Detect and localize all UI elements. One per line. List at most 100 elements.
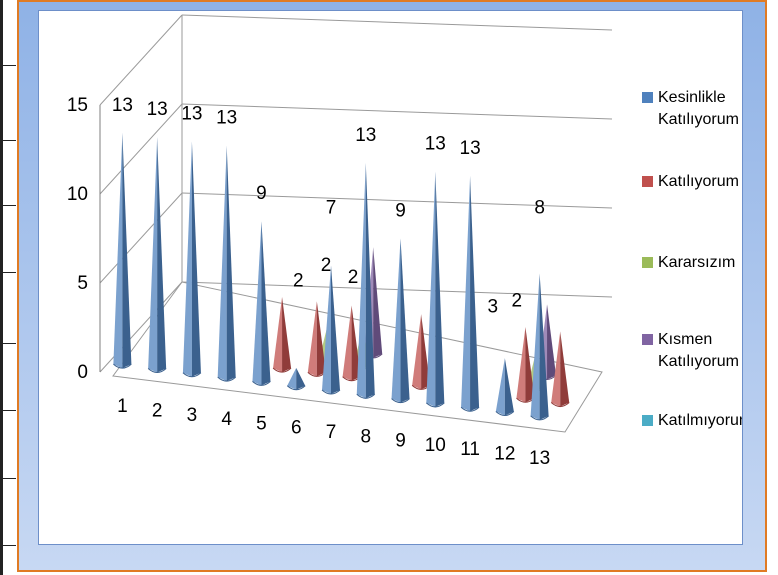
data-label: 3 (488, 296, 499, 317)
cone-1-5 (252, 221, 271, 386)
data-label: 8 (534, 197, 545, 218)
cone-face-dark (547, 304, 557, 380)
cone-face-dark (539, 273, 549, 420)
legend-item: Katılmıyorum (642, 412, 742, 429)
cone-face-dark (400, 238, 410, 403)
data-label: 7 (326, 197, 337, 218)
y-tick-label: 5 (77, 273, 88, 294)
x-tick-label: 10 (425, 435, 446, 456)
y-tick-label: 15 (67, 95, 88, 116)
cone-face-light (342, 305, 352, 381)
legend-swatch (642, 92, 653, 103)
cone-face-light (495, 358, 505, 416)
cone-2-12 (516, 327, 535, 403)
data-label: 9 (256, 183, 267, 204)
legend: Kesinlikle Katılıyorum Katılıyorum Kararsız… (642, 89, 742, 429)
y-tick-label: 0 (77, 362, 88, 383)
left-rule-tick (0, 410, 16, 411)
cone-base (147, 368, 167, 373)
cone-1-8 (356, 162, 376, 399)
legend-item: Kısmen Katılıyorum (642, 331, 739, 370)
gridline-side (99, 192, 183, 284)
cone-series (113, 132, 570, 421)
cone-base (356, 393, 376, 399)
x-tick-label: 11 (460, 439, 480, 460)
x-tick-label: 7 (326, 422, 337, 443)
cone-base (550, 402, 570, 408)
data-label: 13 (355, 125, 376, 146)
gridline-side (99, 103, 183, 195)
cone-1-12 (495, 358, 515, 417)
cone-face-dark (365, 162, 375, 399)
cone-face-dark (296, 367, 306, 390)
cone-1-6 (286, 367, 306, 391)
gridline-back (181, 103, 613, 120)
cone-face-dark (316, 301, 326, 377)
cone-1-4 (217, 145, 237, 382)
left-border-rule (0, 0, 3, 575)
cone-face-light (391, 238, 401, 403)
gridline-back (181, 281, 613, 298)
cone-face-dark (525, 327, 535, 403)
cone-2-6 (307, 301, 327, 377)
cone-face-dark (191, 141, 201, 377)
gridline-back (181, 192, 613, 209)
cone-base (495, 411, 515, 417)
cone-face-dark (560, 331, 570, 407)
x-axis-ticks: 1 2 3 4 5 6 7 8 9 10 11 12 13 (117, 396, 550, 469)
cone-face-dark (261, 221, 271, 386)
cone-face-light (273, 296, 283, 373)
cone-face-light (307, 301, 317, 377)
cone-face-dark (435, 171, 445, 407)
cone-face-light (252, 221, 262, 386)
cone-face-dark (331, 265, 340, 394)
legend-item: Kararsızım (642, 254, 735, 271)
cone-face-light (412, 314, 422, 390)
cone-face-dark (122, 132, 132, 369)
cone-face-light (217, 145, 227, 382)
cone-face-light (461, 175, 471, 412)
legend-item: Katılıyorum (642, 173, 739, 190)
x-tick-label: 3 (187, 405, 198, 426)
legend-label-line2: Katılıyorum (658, 353, 739, 370)
cone-face-dark (470, 175, 480, 412)
data-label: 13 (216, 108, 237, 129)
cone-face-light (516, 327, 526, 403)
cone-base (530, 415, 549, 421)
cone-base (391, 398, 410, 404)
cone-face-dark (504, 358, 514, 416)
cone-1-3 (182, 141, 202, 378)
x-tick-label: 8 (360, 426, 371, 447)
legend-label-line2: Katılıyorum (658, 111, 739, 128)
data-label: 2 (293, 270, 304, 291)
x-tick-label: 13 (529, 448, 550, 469)
cone-face-dark (157, 137, 167, 373)
cone-face-light (551, 331, 561, 407)
x-tick-label: 6 (291, 418, 302, 439)
left-rule-tick (0, 205, 16, 206)
cone-1-9 (391, 238, 410, 404)
cone-face-light (322, 265, 331, 394)
cone-base (113, 363, 132, 369)
cone-face-light (530, 273, 540, 420)
cone-1-10 (425, 171, 445, 408)
x-tick-label: 12 (494, 444, 515, 465)
cone-base (217, 376, 237, 382)
gridline-side (99, 281, 183, 373)
x-tick-label: 4 (221, 409, 232, 430)
cone-base (252, 381, 271, 386)
cone-1-1 (113, 132, 132, 369)
left-rule-tick (0, 545, 16, 546)
x-tick-label: 5 (256, 413, 267, 434)
cone-face-light (287, 367, 297, 390)
cone-face-dark (226, 145, 236, 382)
cone-face-dark (282, 296, 292, 373)
cone-2-5 (272, 296, 292, 373)
cone-2-13 (550, 331, 570, 408)
data-label: 13 (147, 99, 168, 120)
data-label: 13 (112, 95, 133, 116)
data-label: 2 (321, 255, 332, 276)
x-tick-label: 9 (395, 431, 406, 452)
cone-face-light (426, 171, 436, 407)
